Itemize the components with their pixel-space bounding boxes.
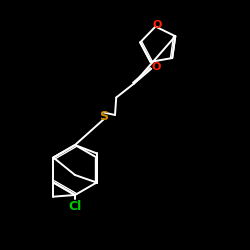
Text: O: O	[152, 20, 162, 30]
Text: S: S	[99, 110, 108, 123]
Text: O: O	[151, 62, 160, 72]
Text: Cl: Cl	[68, 200, 82, 213]
